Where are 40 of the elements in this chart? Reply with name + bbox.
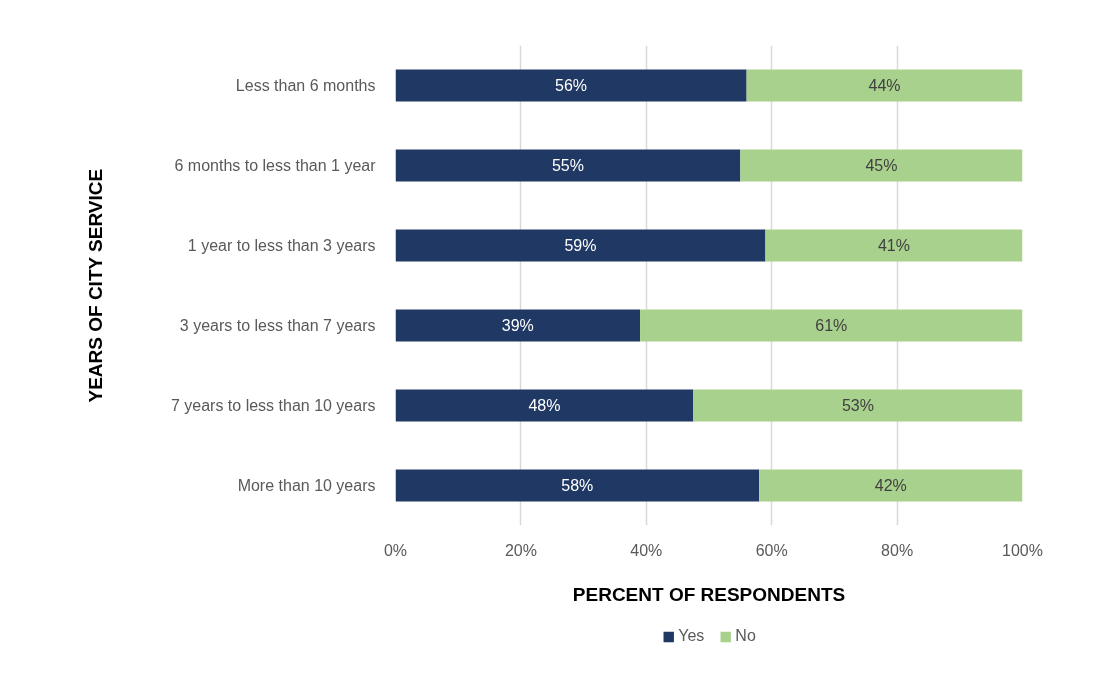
y-tick-label: Less than 6 months (235, 77, 376, 94)
y-tick-label: 6 months to less than 1 year (174, 157, 377, 174)
bar (640, 309, 1023, 342)
data-label: 42% (874, 477, 907, 494)
y-tick-label: 3 years to less than 7 years (179, 317, 376, 334)
x-tick-label: 100% (1002, 541, 1043, 559)
data-label: 53% (841, 397, 874, 414)
data-label: 39% (501, 317, 534, 334)
legend-label: No (735, 627, 756, 645)
x-tick-label: 20% (504, 541, 537, 559)
data-label: 58% (561, 477, 594, 494)
bar (395, 309, 641, 342)
y-tick-label: 7 years to less than 10 years (170, 397, 376, 414)
y-tick-label: 1 year to less than 3 years (187, 237, 376, 254)
bar (765, 229, 1023, 262)
bar (740, 149, 1023, 182)
data-label: 55% (551, 157, 584, 174)
bar (395, 69, 747, 102)
data-label: 59% (564, 237, 597, 254)
bar (395, 469, 760, 502)
bar (395, 389, 694, 422)
data-label: 44% (868, 77, 901, 94)
data-label: 61% (815, 317, 848, 334)
x-tick-label: 60% (755, 541, 788, 559)
bar (746, 69, 1023, 102)
x-axis-title: PERCENT OF RESPONDENTS (572, 583, 846, 605)
data-label: 41% (877, 237, 910, 254)
data-label: 56% (555, 77, 588, 94)
data-label: 48% (528, 397, 561, 414)
bar (395, 149, 741, 182)
x-tick-label: 40% (630, 541, 663, 559)
x-tick-label: 80% (881, 541, 914, 559)
data-label: 45% (865, 157, 898, 174)
x-tick-label: 0% (383, 541, 408, 559)
legend-label: Yes (678, 627, 705, 645)
bar (759, 469, 1023, 502)
bar (395, 229, 766, 262)
y-tick-label: More than 10 years (237, 477, 376, 494)
y-axis-title: YEARS OF CITY SERVICE (84, 168, 106, 403)
bar (693, 389, 1023, 422)
